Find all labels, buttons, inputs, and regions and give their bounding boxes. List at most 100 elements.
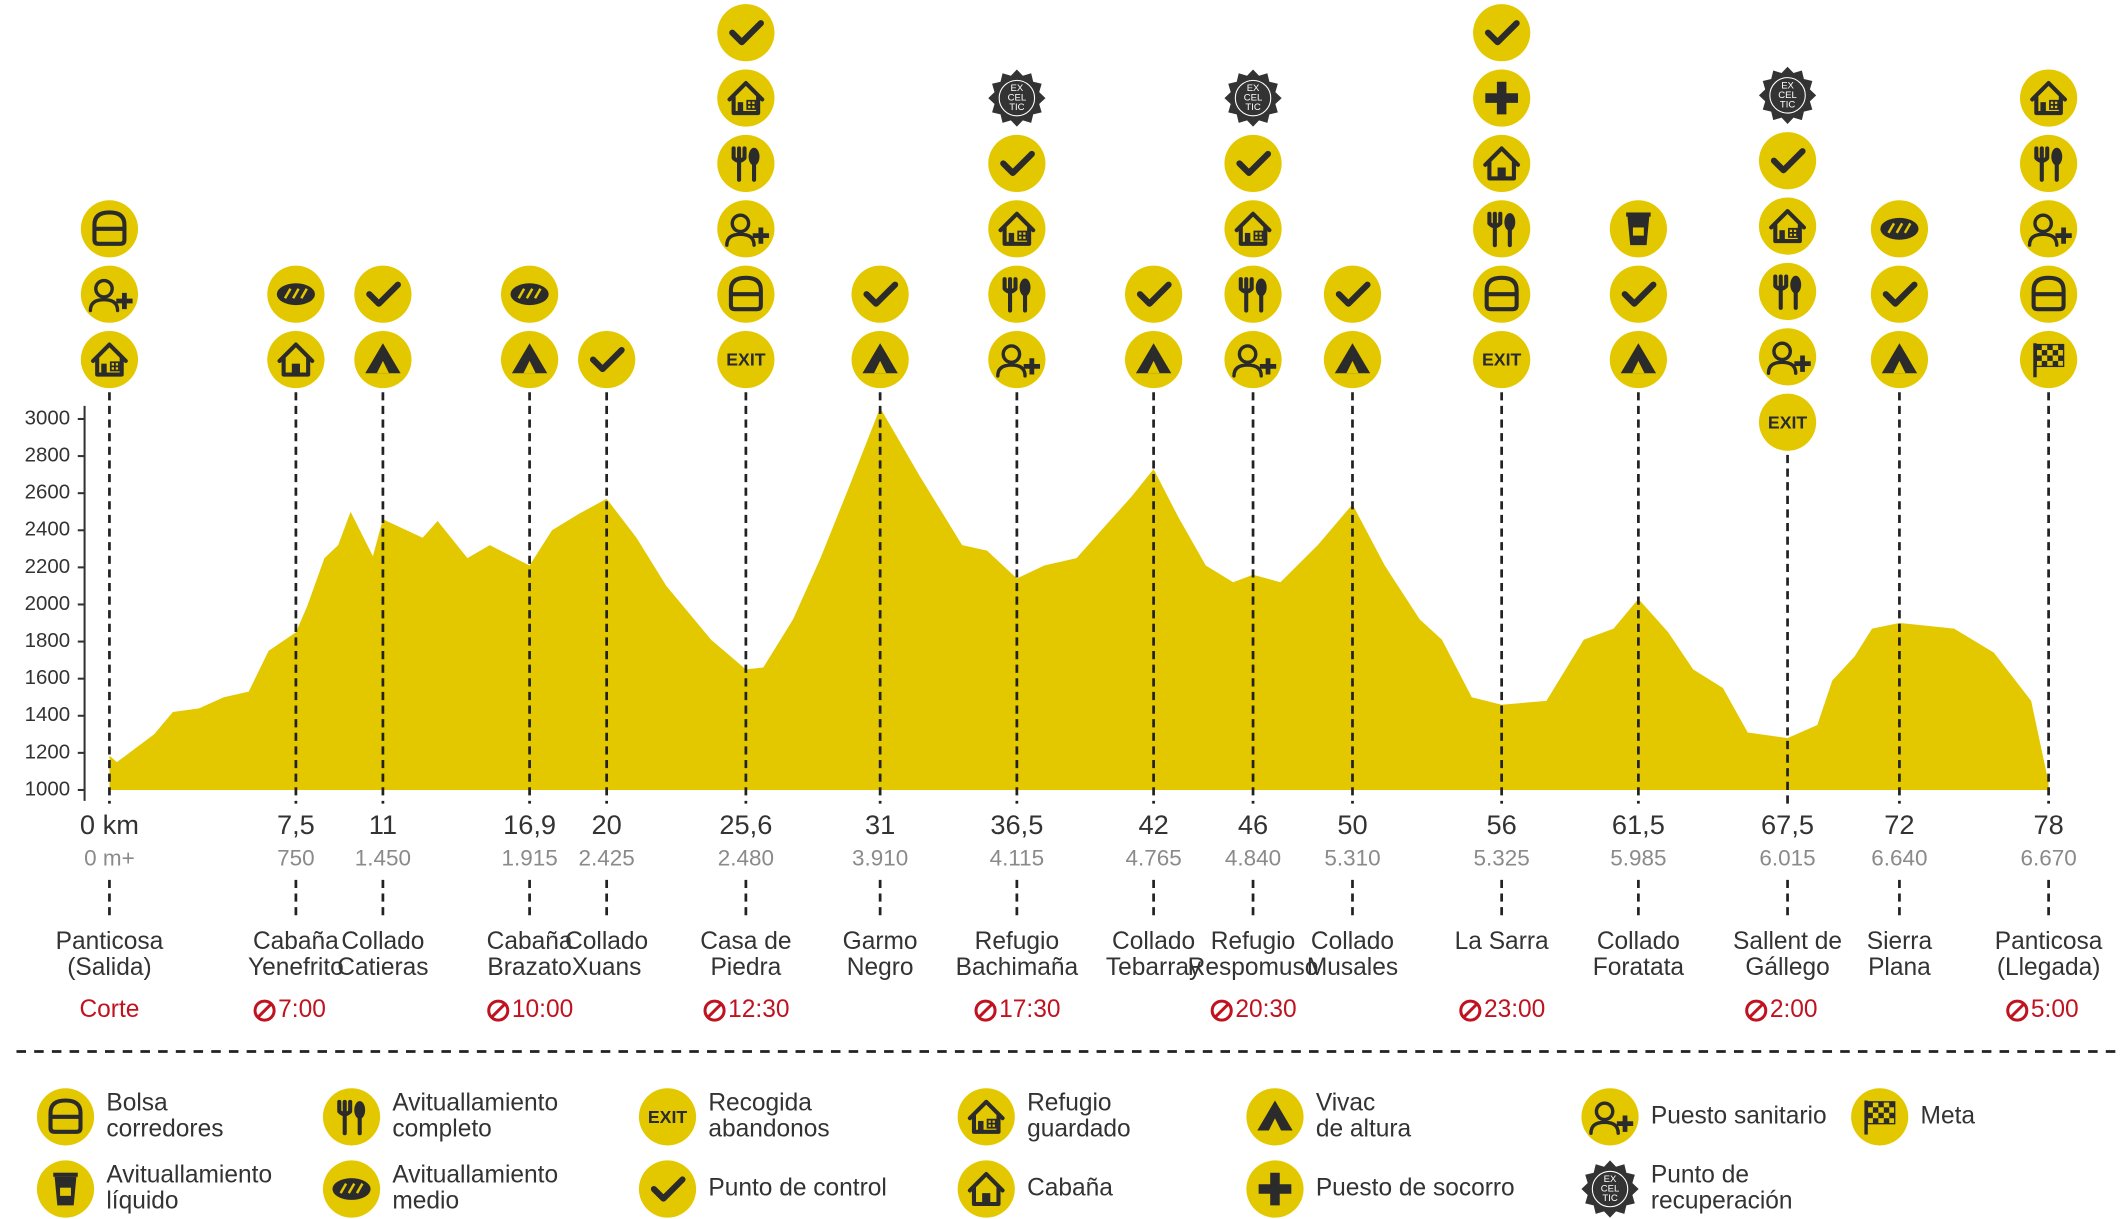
km-label: 11 [369, 809, 397, 840]
ascent-label: 6.015 [1759, 845, 1815, 870]
icon-cutlery [1473, 200, 1531, 258]
icon-body [1766, 360, 1798, 375]
icon-head [94, 278, 114, 299]
icon-door [1779, 230, 1785, 242]
checkpoint-name: Panticosa [56, 928, 164, 955]
checkpoint-name: Brazato [487, 954, 571, 981]
y-tick-label: 3000 [25, 407, 70, 429]
y-tick-label: 2400 [25, 519, 70, 541]
icon-tent [862, 343, 898, 374]
checkpoint-name: Bachimaña [956, 954, 1079, 981]
icon-checker [2052, 360, 2059, 367]
legend-label: Vivac [1316, 1089, 1375, 1116]
icon-circle [2019, 69, 2078, 127]
icon-checker [2036, 355, 2042, 361]
icon-house [1234, 211, 1272, 246]
km-label: 56 [1487, 809, 1517, 840]
y-tick-label: 2200 [25, 556, 70, 578]
checkpoint-name: Cabaña [253, 928, 339, 955]
icon-body [725, 232, 756, 247]
legend-label: Bolsa [106, 1089, 168, 1116]
icon-medic [1581, 1088, 1639, 1146]
checkpoint-name: Negro [847, 954, 914, 981]
icon-cutlery [1224, 265, 1282, 323]
legend-label: Avituallamiento [106, 1162, 272, 1189]
icon-check [1621, 281, 1657, 307]
icon-checker [1872, 1118, 1879, 1124]
icon-spoon [354, 1101, 366, 1119]
icon-refuge [1224, 200, 1282, 258]
icon-cutlery [322, 1088, 381, 1146]
icon-checker [2058, 355, 2064, 361]
icon-badge [1758, 66, 1817, 124]
icon-check [578, 330, 636, 389]
icon-tent-door [873, 360, 887, 374]
icon-check [1870, 265, 1929, 323]
icon-house [1769, 209, 1806, 244]
km-label: 16,9 [503, 809, 556, 840]
ascent-label: 1.915 [501, 845, 557, 870]
icon-door [737, 102, 744, 114]
icon-medic [2019, 200, 2078, 258]
icon-checker [2058, 344, 2064, 351]
icon-door [1244, 232, 1251, 244]
icon-checker [2041, 350, 2048, 356]
y-tick-label: 1800 [25, 630, 70, 652]
icon-tent-door [1147, 360, 1160, 374]
icon-tent [1334, 343, 1371, 374]
km-label: 72 [1884, 809, 1914, 840]
icon-ring [1769, 77, 1806, 114]
legend-label: Refugio [1027, 1089, 1111, 1116]
legend-label: medio [392, 1187, 459, 1214]
icon-fork [1238, 277, 1254, 313]
legend-label: Avituallamiento [392, 1162, 558, 1189]
icon-checker [1872, 1107, 1879, 1113]
icon-text: TIC [1245, 102, 1260, 113]
icon-bag [48, 1098, 83, 1134]
checkpoint-name: Xuans [572, 954, 641, 981]
icon-refuge [957, 1088, 1015, 1146]
icon-checker [2047, 344, 2053, 351]
icon-circle [988, 134, 1046, 193]
icon-head [1237, 344, 1258, 364]
icon-tent [1135, 343, 1172, 374]
icon-cutlery [988, 265, 1046, 323]
icon-house [967, 1099, 1005, 1134]
icon-window [2049, 99, 2060, 110]
legend-label: completo [392, 1115, 491, 1142]
icon-checker [1889, 1112, 1895, 1119]
icon-refuge [2019, 69, 2078, 127]
icon-house [2030, 81, 2067, 116]
km-label: 7,5 [277, 809, 315, 840]
icon-checker [2036, 344, 2042, 351]
legend-label: Punto de control [708, 1175, 886, 1202]
cutoff-time: 7:00 [278, 996, 326, 1023]
icon-tent-door [1893, 360, 1906, 374]
legend-label: líquido [106, 1187, 178, 1214]
icon-tent [1609, 330, 1667, 389]
icon-tent [1246, 1088, 1304, 1146]
icon-check [1335, 281, 1371, 307]
icon-check [863, 281, 899, 307]
icon-cutlery [1758, 262, 1817, 321]
icon-door [978, 1120, 984, 1132]
icon-circle [322, 1088, 381, 1146]
icon-badge [988, 69, 1046, 127]
km-label: 67,5 [1761, 809, 1814, 840]
icon-circle [1224, 134, 1282, 193]
icon-flag-edge [1866, 1101, 1896, 1125]
checkpoint-name: Collado [341, 928, 424, 955]
checkpoint-name: Musales [1307, 954, 1398, 981]
icon-checker [2041, 360, 2048, 367]
icon-bag [1473, 265, 1531, 323]
checkpoint-name: Sierra [1867, 928, 1933, 955]
ascent-label: 4.840 [1225, 845, 1281, 870]
ascent-label: 750 [277, 845, 314, 870]
icon-tent [1124, 330, 1183, 389]
ascent-label: 6.670 [2020, 845, 2076, 870]
icon-cutlery [717, 134, 775, 193]
cutoff-time: 10:00 [512, 996, 573, 1023]
icon-check [1473, 4, 1531, 62]
icon-check [1609, 265, 1667, 323]
